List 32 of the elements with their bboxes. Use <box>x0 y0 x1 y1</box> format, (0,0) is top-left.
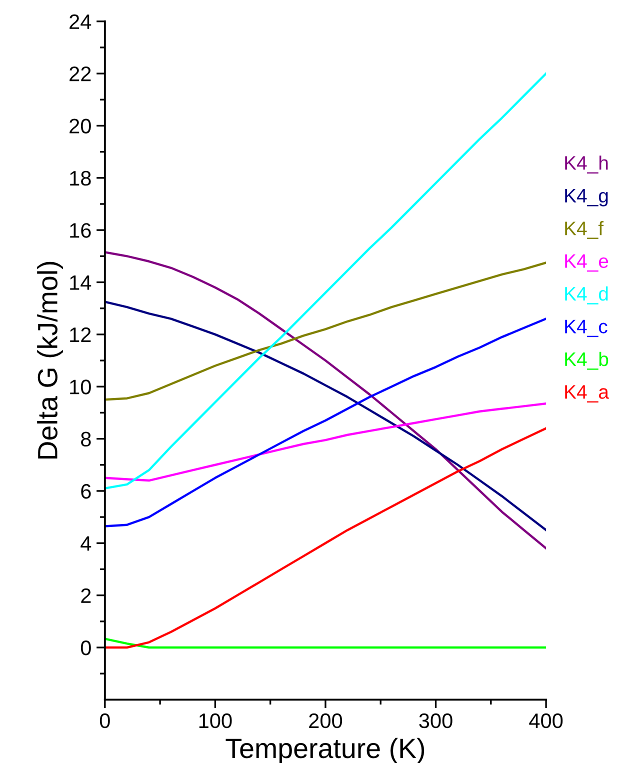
y-tick-label: 16 <box>70 223 91 238</box>
line-series <box>104 262 546 401</box>
y-tick-label: 4 <box>80 536 92 551</box>
x-tick-label: 400 <box>529 713 563 728</box>
text: K4_b <box>565 352 608 370</box>
series-label: K4_c <box>565 320 608 338</box>
y-tick-label: 12 <box>70 327 91 342</box>
x-tick-label: 200 <box>309 713 342 728</box>
y-tick-label: 6 <box>81 484 91 499</box>
y-axis-title: Delta G (kJ/mol) <box>37 262 63 459</box>
line-series <box>104 427 546 649</box>
series-label: K4_a <box>565 385 609 402</box>
text: K4_g <box>565 189 608 206</box>
y-tick-label: 0 <box>80 640 91 656</box>
x-tick-label: 0 <box>100 713 110 728</box>
line-series <box>104 402 546 482</box>
x-tick-label: 300 <box>419 713 452 728</box>
text: K4_e <box>565 254 608 272</box>
series-label: K4_f <box>565 221 604 239</box>
y-tick-label: 22 <box>70 66 91 82</box>
y-tick-label: 10 <box>70 380 91 394</box>
y-tick-label: 20 <box>70 118 91 134</box>
y-tick-label: 14 <box>70 275 92 290</box>
y-tick-label: 18 <box>70 170 91 186</box>
line-series <box>104 72 546 490</box>
y-tick-label: 8 <box>81 432 91 447</box>
text: K4_h <box>565 156 608 174</box>
x-tick-label: 100 <box>199 713 232 728</box>
y-tick-label: 2 <box>81 588 91 603</box>
y-tick-label: 24 <box>70 14 92 29</box>
text: K4_d <box>565 286 608 304</box>
line-series <box>104 251 546 550</box>
